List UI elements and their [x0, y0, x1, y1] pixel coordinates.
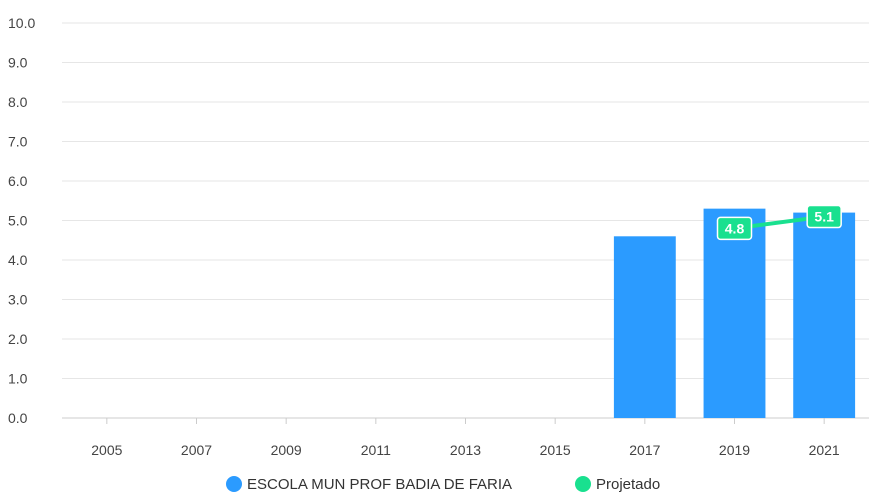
bar-2017[interactable]: [613, 236, 676, 418]
y-tick-label: 7.0: [8, 134, 28, 150]
x-tick-label: 2015: [540, 442, 571, 458]
x-tick-label: 2009: [271, 442, 302, 458]
legend-item-bar-series[interactable]: ESCOLA MUN PROF BADIA DE FARIA: [226, 476, 512, 493]
y-tick-label: 8.0: [8, 94, 28, 110]
x-tick-label: 2011: [361, 442, 391, 458]
legend[interactable]: ESCOLA MUN PROF BADIA DE FARIA Projetado: [226, 476, 660, 493]
x-tick-label: 2017: [629, 442, 660, 458]
data-label: 5.1: [814, 209, 834, 225]
y-axis-ticks: 0.0 1.0 2.0 3.0 4.0 5.0 6.0 7.0 8.0 9.0 10.0: [8, 15, 35, 426]
x-tick-label: 2013: [450, 442, 481, 458]
y-tick-label: 2.0: [8, 331, 28, 347]
bar-series: [613, 208, 856, 418]
y-tick-label: 5.0: [8, 213, 28, 229]
bar-2019[interactable]: [703, 208, 766, 418]
legend-item-projected[interactable]: Projetado: [575, 476, 660, 493]
legend-marker: [226, 476, 242, 492]
gridlines: [62, 22, 869, 419]
data-label-box: [716, 216, 753, 241]
y-tick-label: 3.0: [8, 292, 28, 308]
legend-label: ESCOLA MUN PROF BADIA DE FARIA: [247, 476, 512, 493]
y-tick-label: 6.0: [8, 173, 28, 189]
x-tick-label: 2005: [91, 442, 122, 458]
projected-series: 4.8 5.1: [716, 204, 842, 241]
y-tick-label: 10.0: [8, 15, 35, 31]
legend-marker: [575, 476, 591, 492]
y-tick-label: 4.0: [8, 252, 28, 268]
x-axis-ticks: 2005 2007 2009 2011 2013 2015 2017 2019 2021: [91, 418, 840, 458]
y-tick-label: 9.0: [8, 55, 28, 71]
x-tick-label: 2007: [181, 442, 212, 458]
bar-2021[interactable]: [793, 212, 856, 418]
legend-label: Projetado: [596, 476, 660, 493]
x-tick-label: 2019: [719, 442, 750, 458]
data-label-box: [806, 204, 842, 229]
y-tick-label: 1.0: [8, 371, 28, 387]
data-label: 4.8: [725, 220, 745, 236]
x-tick-label: 2021: [809, 442, 840, 458]
y-tick-label: 0.0: [8, 410, 28, 426]
